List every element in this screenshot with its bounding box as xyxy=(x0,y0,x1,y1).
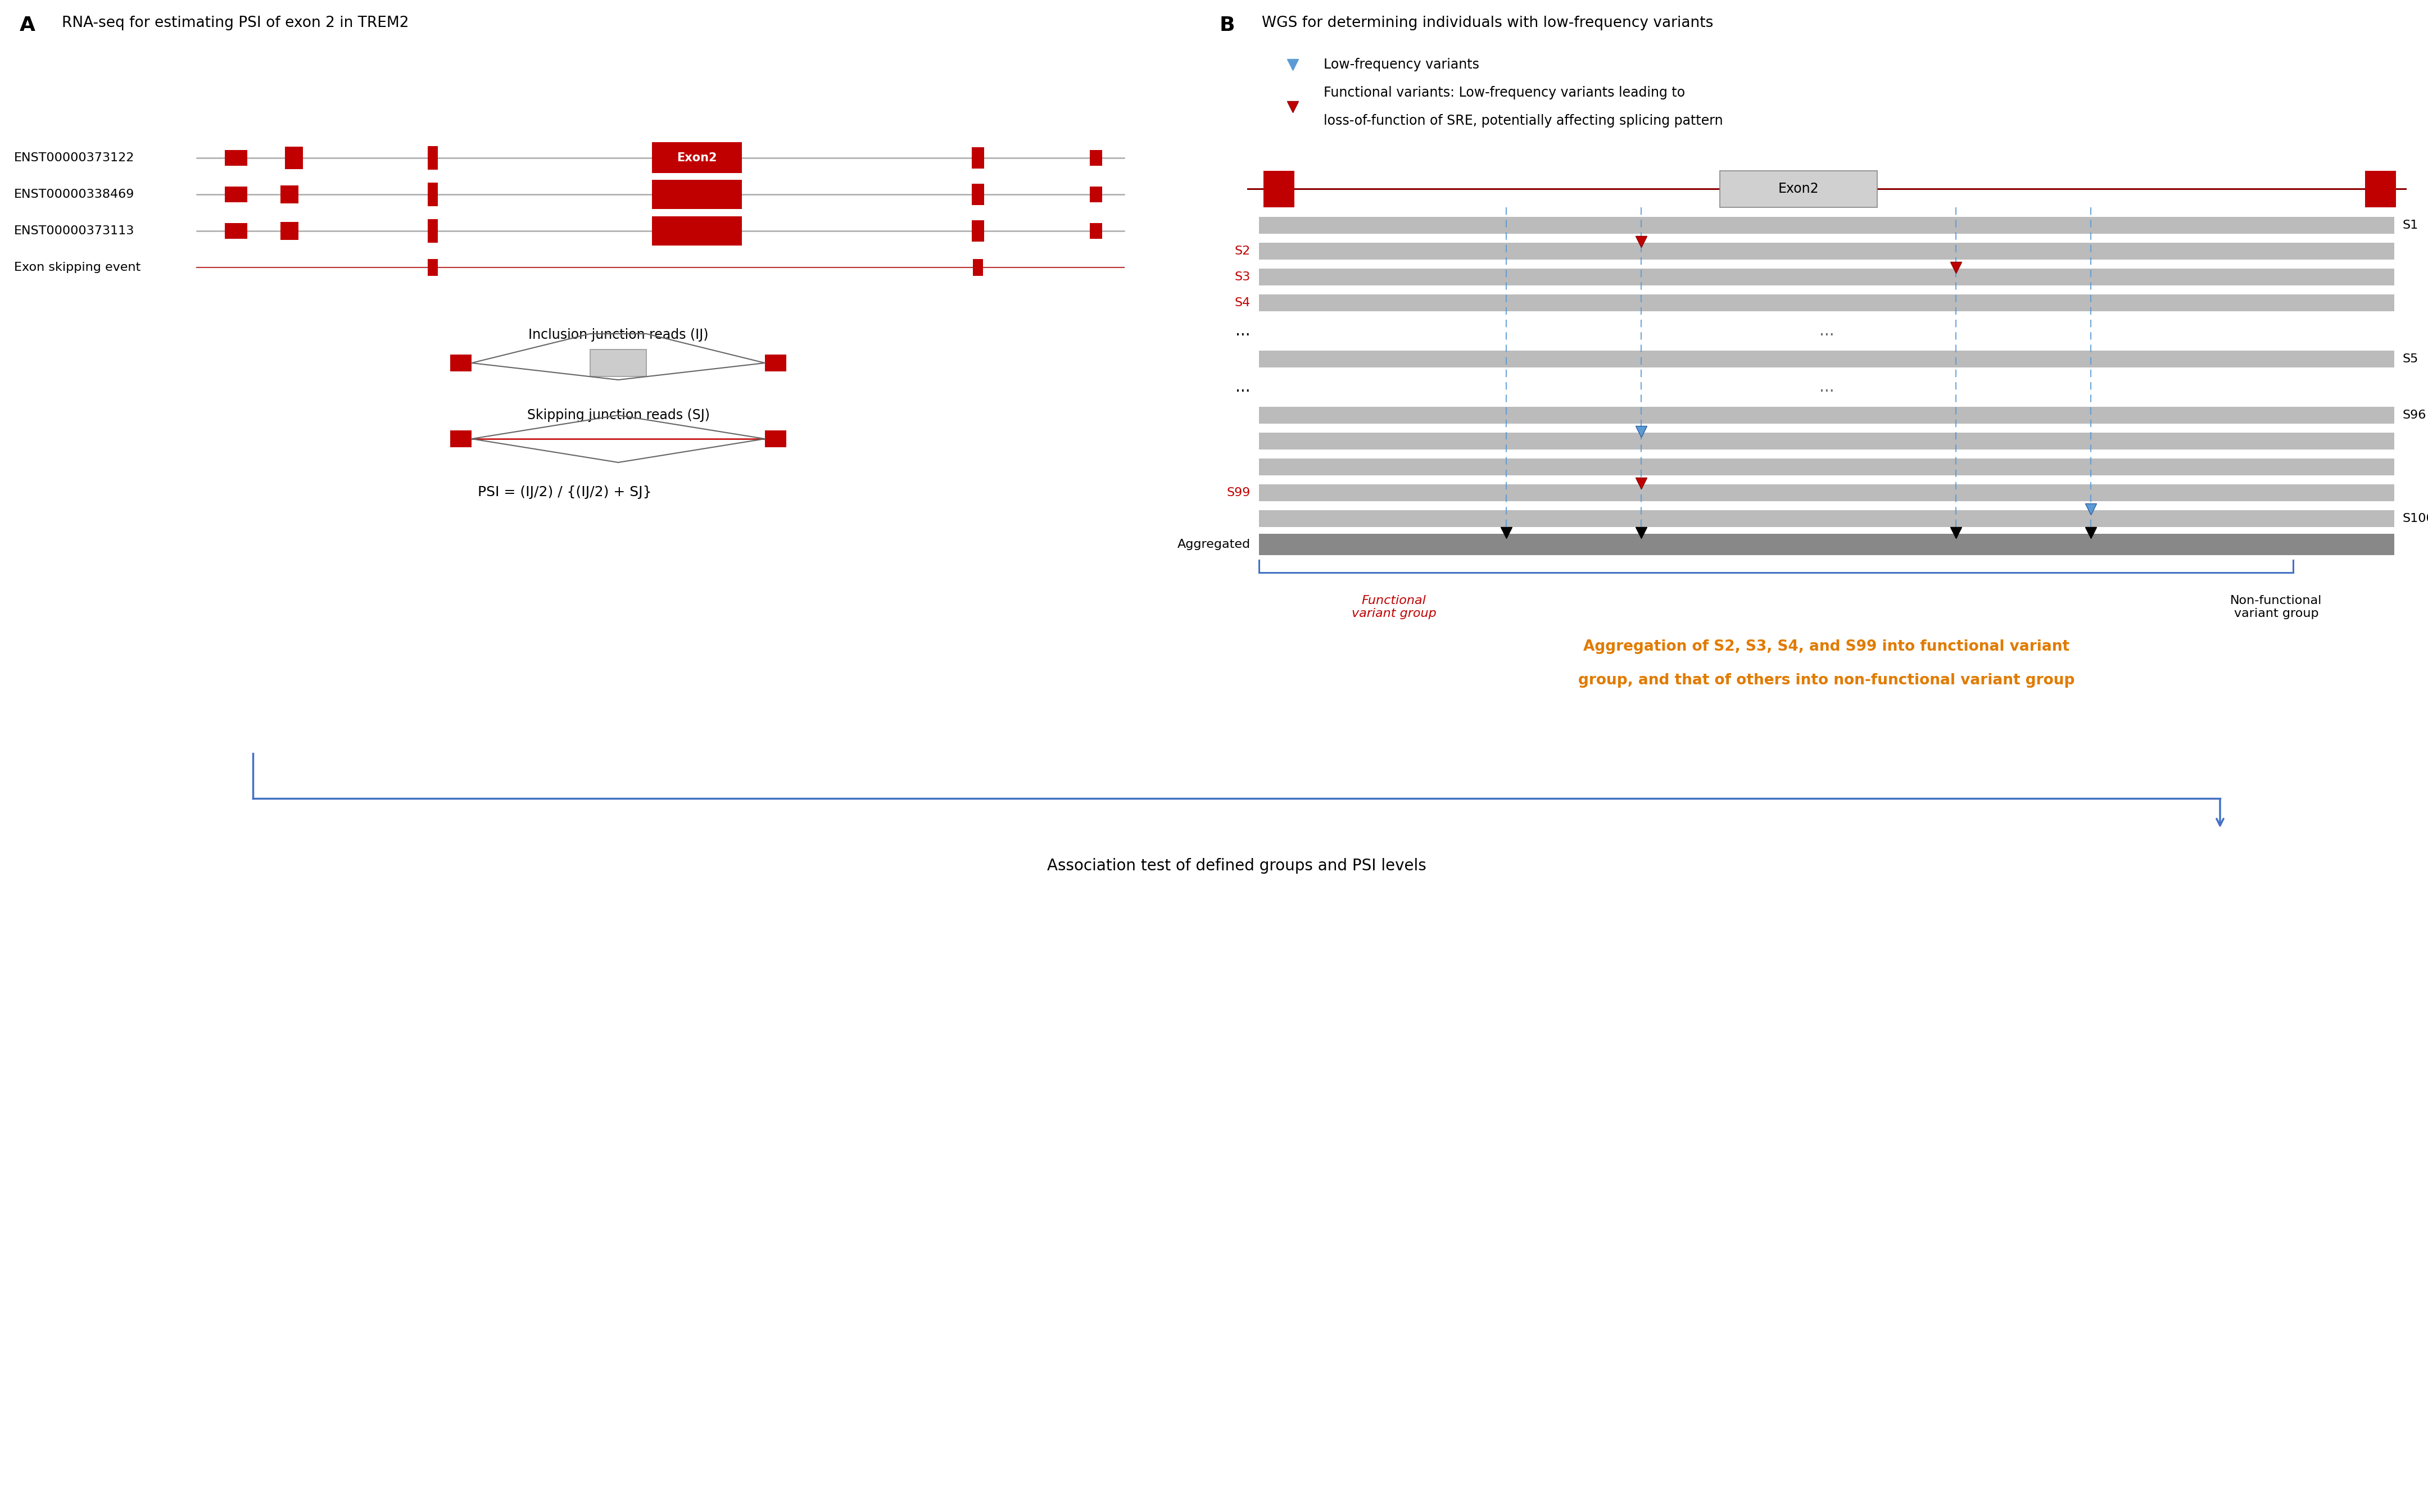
Text: ...: ... xyxy=(1236,380,1250,395)
Text: A: A xyxy=(19,15,36,35)
Text: B: B xyxy=(1219,15,1236,35)
Text: Association test of defined groups and PSI levels: Association test of defined groups and P… xyxy=(1046,857,1425,874)
Bar xyxy=(974,259,983,275)
Text: S96: S96 xyxy=(2404,410,2426,420)
Bar xyxy=(653,142,743,174)
Text: S3: S3 xyxy=(1236,271,1250,283)
Bar xyxy=(1260,432,2394,449)
Bar xyxy=(590,349,646,376)
Bar xyxy=(971,147,983,168)
Text: S4: S4 xyxy=(1236,298,1250,308)
Text: ...: ... xyxy=(1236,324,1250,339)
Bar xyxy=(1719,171,1877,207)
Text: S1: S1 xyxy=(2404,219,2418,231)
Text: RNA-seq for estimating PSI of exon 2 in TREM2: RNA-seq for estimating PSI of exon 2 in … xyxy=(61,15,408,30)
Bar xyxy=(1260,484,2394,500)
Text: Low-frequency variants: Low-frequency variants xyxy=(1323,57,1479,71)
Bar xyxy=(449,354,471,372)
Text: Aggregation of S2, S3, S4, and S99 into functional variant: Aggregation of S2, S3, S4, and S99 into … xyxy=(1583,640,2069,655)
Bar xyxy=(1263,171,1294,207)
Text: WGS for determining individuals with low-frequency variants: WGS for determining individuals with low… xyxy=(1263,15,1714,30)
Bar xyxy=(1260,351,2394,367)
Bar xyxy=(1090,186,1102,203)
Bar xyxy=(282,186,299,204)
Bar xyxy=(226,224,248,239)
Bar xyxy=(1260,295,2394,311)
Bar xyxy=(1260,269,2394,286)
Bar xyxy=(1090,150,1102,166)
Bar xyxy=(653,180,743,209)
Text: ENST00000373113: ENST00000373113 xyxy=(15,225,134,236)
Text: Inclusion junction reads (IJ): Inclusion junction reads (IJ) xyxy=(529,328,709,342)
Bar xyxy=(1260,216,2394,234)
Text: ...: ... xyxy=(1819,380,1833,395)
Text: Non-functional
variant group: Non-functional variant group xyxy=(2231,596,2321,620)
Text: Exon2: Exon2 xyxy=(1777,181,1819,195)
Text: Exon skipping event: Exon skipping event xyxy=(15,262,141,274)
Text: Functional variants: Low-frequency variants leading to: Functional variants: Low-frequency varia… xyxy=(1323,86,1685,100)
Bar xyxy=(427,259,437,275)
Bar xyxy=(449,431,471,448)
Bar xyxy=(1260,243,2394,260)
Text: S99: S99 xyxy=(1226,487,1250,499)
Text: Skipping junction reads (SJ): Skipping junction reads (SJ) xyxy=(527,408,709,422)
Text: S100: S100 xyxy=(2404,513,2428,525)
Text: Functional
variant group: Functional variant group xyxy=(1352,596,1437,620)
Text: S5: S5 xyxy=(2404,354,2418,364)
Bar xyxy=(282,222,299,240)
Text: Exon2: Exon2 xyxy=(677,153,716,163)
Bar xyxy=(971,184,983,206)
Text: loss-of-function of SRE, potentially affecting splicing pattern: loss-of-function of SRE, potentially aff… xyxy=(1323,113,1724,127)
Text: ENST00000338469: ENST00000338469 xyxy=(15,189,134,200)
Bar xyxy=(971,221,983,242)
Bar xyxy=(226,150,248,166)
Text: ENST00000373122: ENST00000373122 xyxy=(15,153,134,163)
Bar xyxy=(226,186,248,203)
Text: group, and that of others into non-functional variant group: group, and that of others into non-funct… xyxy=(1578,673,2076,688)
Bar xyxy=(427,147,437,169)
Bar xyxy=(1260,407,2394,423)
Bar xyxy=(765,354,787,372)
Bar xyxy=(1090,224,1102,239)
Bar xyxy=(284,147,304,169)
Text: ...: ... xyxy=(1819,324,1833,339)
Text: PSI = (IJ/2) / {(IJ/2) + SJ}: PSI = (IJ/2) / {(IJ/2) + SJ} xyxy=(478,485,651,499)
Bar xyxy=(653,216,743,245)
Bar xyxy=(765,431,787,448)
Bar xyxy=(1260,458,2394,475)
Text: Aggregated: Aggregated xyxy=(1178,538,1250,550)
Bar xyxy=(427,219,437,243)
Text: S2: S2 xyxy=(1236,245,1250,257)
Bar xyxy=(2365,171,2396,207)
Bar xyxy=(1260,510,2394,528)
Bar xyxy=(427,183,437,206)
Bar xyxy=(1260,534,2394,555)
